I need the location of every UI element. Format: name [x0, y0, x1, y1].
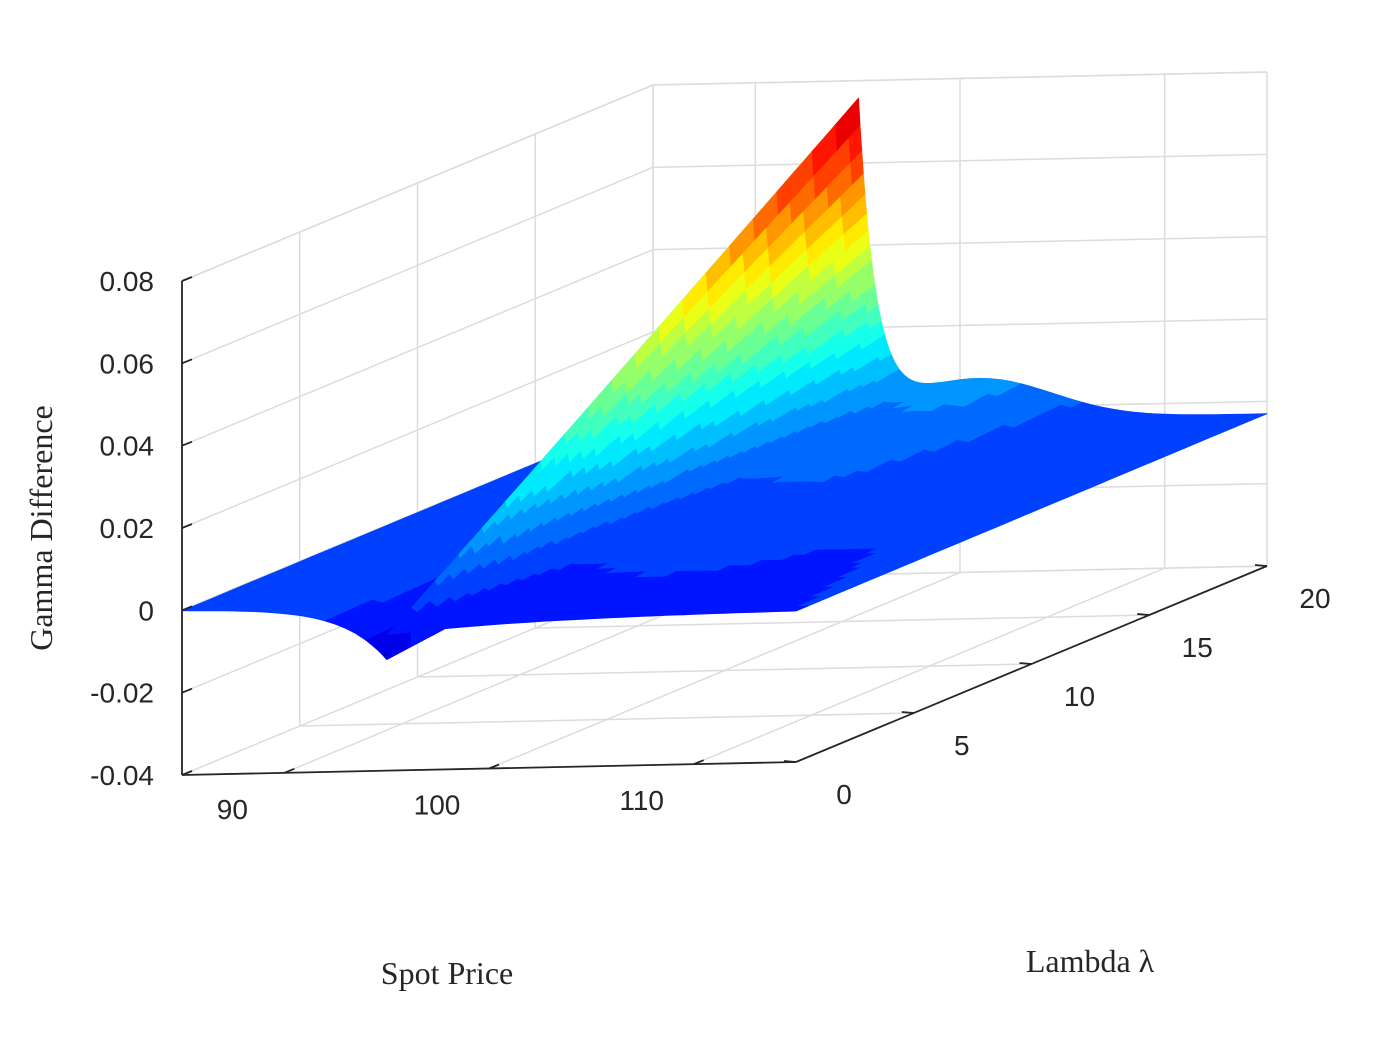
y-tick-label: 20	[1299, 583, 1330, 614]
z-axis-title: Gamma Difference	[23, 405, 59, 651]
x-tick	[283, 767, 295, 774]
grid-line	[535, 614, 1150, 629]
x-tick-label: 110	[619, 785, 664, 816]
y-tick	[783, 760, 797, 763]
grid-line	[181, 331, 654, 529]
z-tick	[181, 770, 193, 776]
z-tick	[181, 276, 193, 282]
z-tick	[181, 440, 193, 447]
z-tick-label: 0.02	[100, 513, 155, 544]
y-tick-label: 10	[1064, 681, 1095, 712]
y-tick-label: 5	[954, 730, 970, 761]
x-tick	[488, 763, 500, 770]
x-tick-label: 100	[414, 790, 461, 821]
y-axis-title: Lambda λ	[1026, 943, 1155, 979]
y-tick	[901, 711, 914, 714]
surface-layer	[181, 97, 1268, 660]
y-tick-label: 0	[836, 779, 852, 810]
z-tick-label: 0.08	[100, 266, 155, 297]
z-tick-label: 0.06	[100, 348, 155, 379]
grid-line	[299, 712, 914, 727]
x-axis-title: Spot Price	[381, 955, 513, 991]
x-tick	[693, 759, 705, 766]
z-tick-label: 0	[138, 595, 154, 626]
grid-line	[652, 153, 1268, 169]
x-tick-label: 90	[217, 794, 248, 825]
tick-label-layer: -0.04 -0.02 0 0.02 0.04 0.06 0.08 90 100 110 0 5 10 1…	[90, 266, 1330, 825]
z-tick	[181, 523, 193, 529]
z-tick-label: -0.04	[90, 760, 154, 791]
surface-patch	[785, 605, 809, 612]
axis-layer	[181, 276, 1268, 776]
y-tick	[1137, 613, 1150, 616]
z-tick-label: -0.02	[90, 678, 154, 709]
z-tick	[181, 687, 193, 694]
z-tick	[181, 605, 193, 612]
grid-line	[181, 248, 654, 447]
grid-line	[181, 166, 654, 365]
grid-line	[417, 663, 1032, 678]
z-tick	[181, 358, 193, 365]
y-tick	[1019, 662, 1032, 665]
grid-line	[181, 84, 654, 282]
grid-line	[652, 71, 1268, 86]
y-tick-label: 15	[1182, 632, 1213, 663]
y-tick	[1254, 564, 1268, 567]
z-tick-label: 0.04	[100, 431, 155, 462]
